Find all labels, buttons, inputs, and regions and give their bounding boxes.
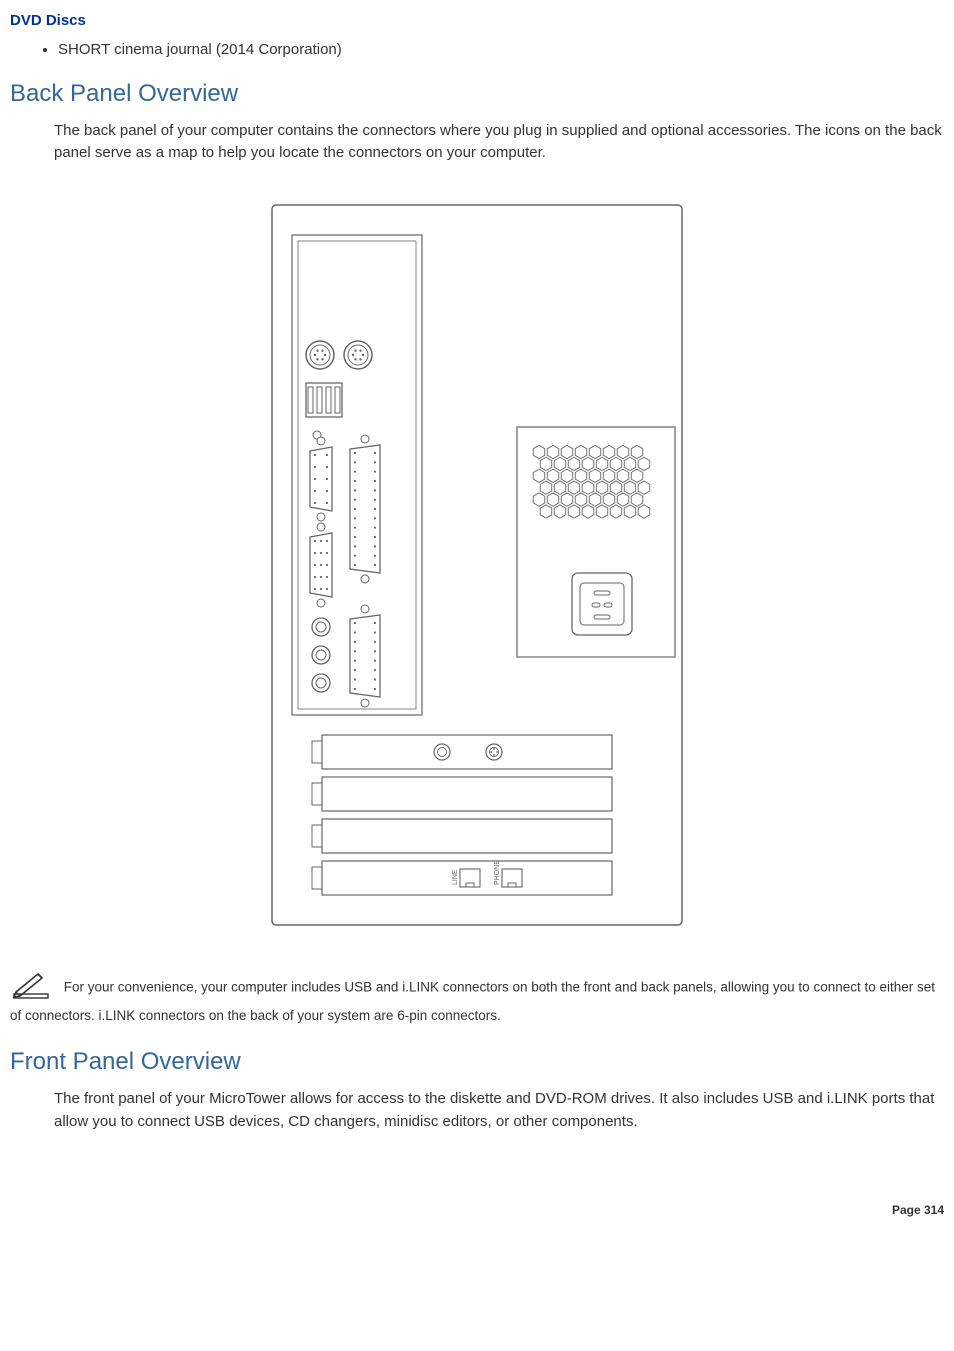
dvd-discs-list: SHORT cinema journal (2014 Corporation) [58,39,944,62]
note-text: For your convenience, your computer incl… [10,979,935,1023]
front-panel-heading: Front Panel Overview [10,1048,944,1076]
svg-text:PHONE: PHONE [494,859,501,884]
pencil-note-icon [10,970,54,1006]
svg-text:LINE: LINE [452,869,459,885]
page-number: Page 314 [10,1203,944,1217]
dvd-discs-heading: DVD Discs [10,12,944,29]
note-block: For your convenience, your computer incl… [10,970,944,1027]
dvd-discs-item: SHORT cinema journal (2014 Corporation) [58,39,944,62]
back-panel-diagram: LINE PHONE [10,195,944,940]
back-panel-paragraph: The back panel of your computer contains… [54,120,944,165]
back-panel-heading: Back Panel Overview [10,80,944,108]
front-panel-paragraph: The front panel of your MicroTower allow… [54,1088,944,1133]
